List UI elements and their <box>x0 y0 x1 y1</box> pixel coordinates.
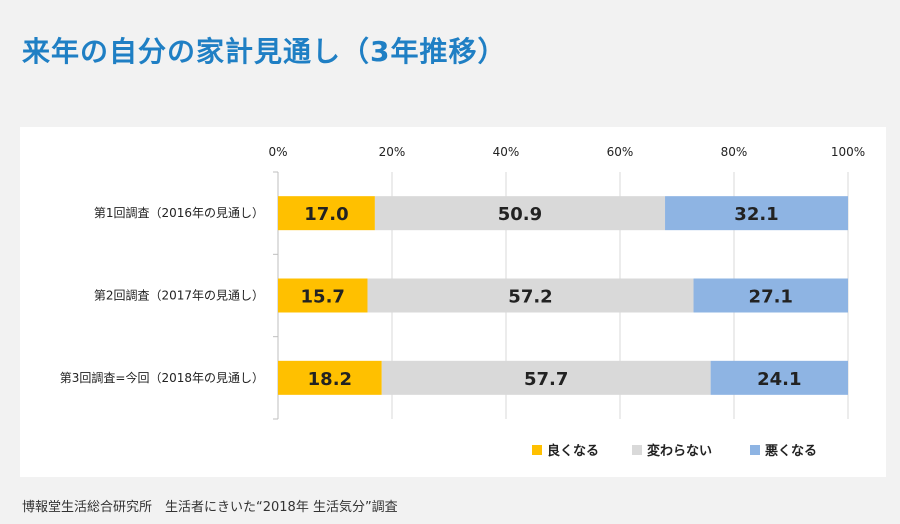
data-label: 57.7 <box>524 369 568 390</box>
data-label: 24.1 <box>757 369 801 390</box>
source-note: 博報堂生活総合研究所 生活者にきいた“2018年 生活気分”調査 <box>22 500 398 515</box>
data-label: 17.0 <box>304 204 348 225</box>
legend-swatch <box>750 445 760 455</box>
legend-label: 悪くなる <box>765 444 817 459</box>
data-label: 50.9 <box>498 204 542 225</box>
x-tick-label: 0% <box>268 145 287 159</box>
data-label: 27.1 <box>749 287 793 308</box>
bar-segment <box>381 360 711 395</box>
data-label: 18.2 <box>308 369 352 390</box>
bar-segment <box>710 360 848 395</box>
data-label: 32.1 <box>734 204 778 225</box>
chart-title: 来年の自分の家計見通し（3年推移） <box>22 35 507 68</box>
data-label: 57.2 <box>508 287 552 308</box>
x-tick-label: 40% <box>493 145 520 159</box>
bar-segment <box>278 196 375 231</box>
category-label: 第2回調査（2017年の見通し） <box>94 289 264 303</box>
bar-segment <box>665 196 848 231</box>
category-label: 第3回調査=今回（2018年の見通し） <box>60 370 264 385</box>
legend-label: 変わらない <box>647 443 712 459</box>
x-tick-label: 100% <box>831 145 865 159</box>
x-tick-label: 20% <box>379 145 406 159</box>
x-tick-label: 80% <box>721 145 748 159</box>
bar-segment <box>278 278 368 313</box>
bar-segment <box>367 278 694 313</box>
bar-segment <box>278 360 382 395</box>
bar-segment <box>374 196 666 231</box>
legend-swatch <box>632 445 642 455</box>
bar-segment <box>693 278 848 313</box>
x-tick-label: 60% <box>607 145 634 159</box>
stacked-bar-chart: 0% 20% 40% 60% 80% 100% 第1回調査（2016年の見通し） 17.0 50… <box>60 145 865 459</box>
legend-swatch <box>532 445 542 455</box>
chart-panel: 0% 20% 40% 60% 80% 100% 第1回調査（2016年の見通し） 17.0 50… <box>20 127 886 477</box>
legend-label: 良くなる <box>547 443 599 459</box>
data-label: 15.7 <box>301 287 345 308</box>
category-label: 第1回調査（2016年の見通し） <box>94 206 264 220</box>
